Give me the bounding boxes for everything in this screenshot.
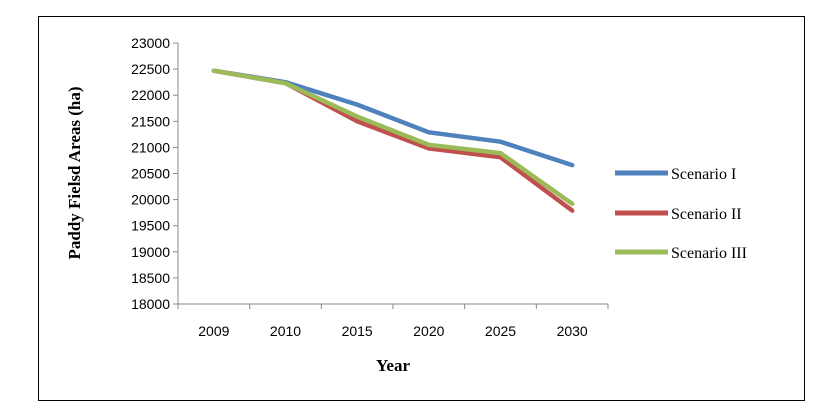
y-tick-label: 21500 [131,113,170,129]
y-tick-label: 21000 [131,139,170,155]
x-tick-label: 2010 [270,323,301,339]
series-line-2 [211,68,575,213]
legend: Scenario I Scenario II Scenario III [615,166,747,262]
x-tick-labels: 2009 2010 2015 2020 2025 2030 [177,304,609,339]
series-line-3 [211,68,575,207]
legend-label-2: Scenario II [671,206,742,223]
x-tick-label: 2009 [198,323,229,339]
x-axis-title: Year [376,356,410,375]
chart-frame [38,16,805,401]
y-tick-label: 22000 [131,87,170,103]
y-tick-label: 18500 [131,270,170,286]
y-tick-label: 19000 [131,244,170,260]
legend-label-1: Scenario I [671,166,736,183]
y-tick-label: 20500 [131,166,170,182]
y-tick-labels: 18000 18500 19000 19500 20000 20500 21000 21500… [131,35,178,312]
y-tick-label: 20000 [131,192,170,208]
y-tick-label: 22500 [131,61,170,77]
x-tick-label: 2015 [342,323,373,339]
x-tick-label: 2025 [485,323,516,339]
series-line-1 [211,68,575,168]
x-tick-label: 2020 [413,323,444,339]
y-axis-title: Paddy Fielsd Areas (ha) [65,86,84,259]
series-lines [211,68,575,213]
x-tick-label: 2030 [557,323,588,339]
y-tick-label: 23000 [131,35,170,51]
legend-label-3: Scenario III [671,245,747,262]
y-tick-label: 19500 [131,218,170,234]
y-tick-label: 18000 [131,296,170,312]
